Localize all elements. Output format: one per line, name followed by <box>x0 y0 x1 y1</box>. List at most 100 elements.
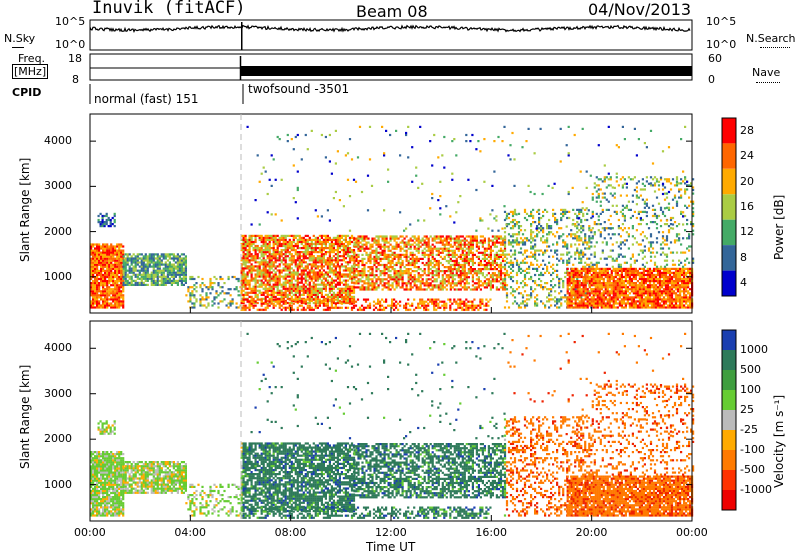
power-cell-3764 <box>497 266 501 269</box>
power-cell-3446 <box>459 266 462 269</box>
power-cell-1116 <box>242 263 245 266</box>
power-cell-1139 <box>244 277 247 280</box>
power-cell-2338 <box>338 289 341 292</box>
power-cell-1830 <box>298 287 301 290</box>
power-cell-221 <box>104 261 107 264</box>
power-cell-2312 <box>336 281 339 284</box>
power-cell-2284 <box>334 295 337 298</box>
power-cell-2917 <box>397 278 400 281</box>
power-cell-4718 <box>570 243 573 246</box>
power-cell-3829 <box>503 235 507 238</box>
power-cell-1152 <box>244 244 247 248</box>
power-cell-2443 <box>346 275 350 278</box>
power-cell-382 <box>116 288 119 291</box>
power-cell-2454 <box>346 244 350 248</box>
power-cell-863 <box>174 279 177 282</box>
power-cell-3019 <box>409 272 412 275</box>
power-cell-2898 <box>395 280 398 283</box>
power-cell-3930 <box>304 308 307 311</box>
power-cell-3289 <box>441 249 444 252</box>
power-cell-3910 <box>288 298 291 301</box>
power-cell-4315 <box>515 261 519 264</box>
power-cell-680 <box>146 277 149 280</box>
power-cell-840 <box>170 273 173 276</box>
power-cell-4344 <box>519 282 523 285</box>
power-cell-1631 <box>282 257 285 260</box>
power-cell-4215 <box>503 253 507 256</box>
power-cell-268 <box>108 288 111 291</box>
power-cell-2026 <box>312 247 315 250</box>
power-cell-1108 <box>242 281 245 284</box>
power-cell-638 <box>140 279 143 282</box>
power-cell-2652 <box>365 235 368 238</box>
power-cell-3844 <box>248 308 251 311</box>
power-cell-3300 <box>443 270 446 273</box>
power-cell-3559 <box>471 261 474 265</box>
power-cell-4951 <box>572 271 575 274</box>
power-cell-3223 <box>433 245 436 248</box>
power-cell-1249 <box>252 247 255 250</box>
power-cell-18 <box>90 263 93 266</box>
power-cell-1185 <box>248 287 251 290</box>
power-cell-4576 <box>550 288 553 291</box>
power-cell-3815 <box>503 276 507 279</box>
power-cell-1018 <box>213 282 216 285</box>
power-cell-601 <box>134 283 137 286</box>
power-cell-4396 <box>525 261 529 264</box>
power-cell-2927 <box>397 245 400 248</box>
power-cell-522 <box>113 221 116 224</box>
power-cell-1829 <box>298 289 301 292</box>
power-cell-520 <box>111 216 114 220</box>
power-cell-1721 <box>290 301 293 305</box>
power-cell-1589 <box>278 251 281 254</box>
power-cell-4125 <box>439 306 442 309</box>
power-cell-2252 <box>330 251 333 254</box>
power-cell-3130 <box>423 270 426 273</box>
power-cell-91 <box>96 298 99 301</box>
power-cell-425 <box>118 259 121 262</box>
power-cell-1975 <box>308 238 311 241</box>
power-cell-1603 <box>280 271 283 274</box>
power-cell-3487 <box>463 261 466 265</box>
power-cell-3582 <box>473 235 476 238</box>
power-cell-2125 <box>320 259 323 262</box>
power-cell-930 <box>184 273 187 276</box>
power-cell-625 <box>136 253 139 256</box>
power-cell-2157 <box>322 242 325 246</box>
power-cell-4123 <box>437 302 440 305</box>
power-cell-682 <box>146 273 149 276</box>
power-cell-660 <box>142 261 145 264</box>
power-cell-2055 <box>314 242 317 246</box>
power-cell-310 <box>110 255 113 258</box>
power-cell-3505 <box>465 272 468 275</box>
power-cell-976 <box>199 304 202 307</box>
power-cell-2930 <box>399 286 402 289</box>
power-cell-254 <box>106 257 109 260</box>
power-cell-655 <box>142 271 145 274</box>
power-cell-2545 <box>353 245 356 248</box>
power-cell-2851 <box>389 263 392 267</box>
power-cell-426 <box>118 257 121 260</box>
power-cell-2248 <box>330 263 333 266</box>
power-cell-4637 <box>558 237 561 240</box>
power-cell-3343 <box>447 237 450 240</box>
power-cell-1021 <box>215 292 218 295</box>
power-cell-3310 <box>445 288 448 291</box>
power-cell-872 <box>176 283 179 286</box>
power-cell-2807 <box>383 239 386 242</box>
power-cell-3836 <box>242 298 245 301</box>
power-cell-1280 <box>254 236 257 239</box>
power-cell-303 <box>110 269 113 272</box>
power-cell-923 <box>182 259 185 262</box>
power-cell-4425 <box>530 241 533 244</box>
power-cell-2738 <box>375 243 378 246</box>
power-cell-2194 <box>326 271 329 274</box>
power-cell-4422 <box>530 251 533 254</box>
power-cell-4437 <box>532 280 535 283</box>
power-cell-403 <box>116 243 119 246</box>
power-cell-2989 <box>405 251 408 254</box>
power-cell-3484 <box>463 268 466 271</box>
power-cell-269 <box>108 286 111 289</box>
power-cell-466 <box>122 298 125 301</box>
power-cell-3697 <box>489 266 492 269</box>
